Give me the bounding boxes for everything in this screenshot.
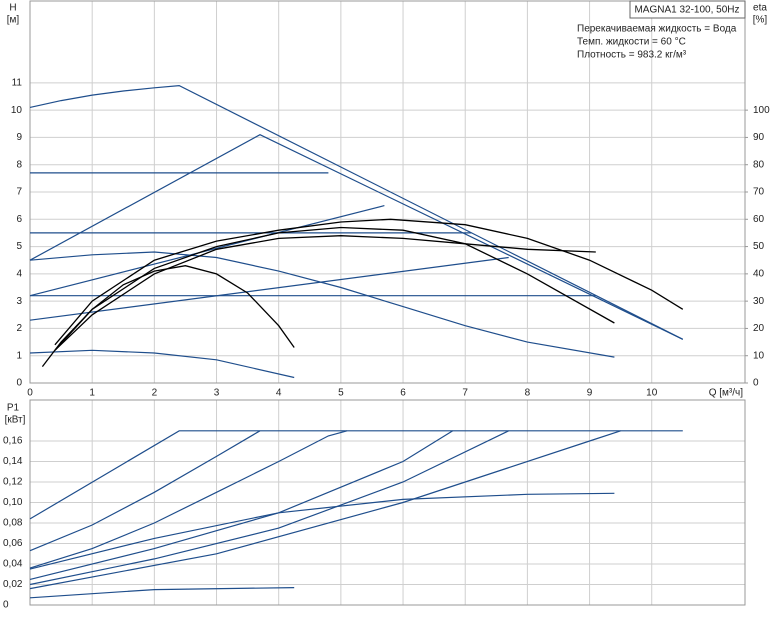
curve bbox=[29, 430, 348, 569]
y-tick-label: 9 bbox=[16, 132, 22, 143]
plot-frame bbox=[29, 399, 746, 606]
curve bbox=[29, 430, 509, 586]
y2-tick-label: 50 bbox=[753, 241, 765, 252]
x-tick-label: 6 bbox=[400, 388, 406, 399]
y-axis-unit: [кВт] bbox=[5, 415, 26, 426]
curve bbox=[29, 430, 261, 552]
y2-tick-label: 40 bbox=[753, 268, 765, 279]
efficiency-curve bbox=[54, 235, 596, 351]
y-tick-label: 10 bbox=[11, 105, 23, 116]
curve bbox=[29, 134, 684, 340]
y-tick-label: 0,14 bbox=[3, 456, 23, 467]
y2-tick-label: 60 bbox=[753, 214, 765, 225]
y2-tick-label: 70 bbox=[753, 187, 765, 198]
x-tick-label: 3 bbox=[214, 388, 220, 399]
y2-tick-label: 80 bbox=[753, 159, 765, 170]
chart-title: MAGNA1 32-100, 50Hz bbox=[634, 5, 739, 16]
x-axis-label: Q [м³/ч] bbox=[709, 388, 744, 399]
y-tick-label: 0,16 bbox=[3, 436, 23, 447]
y-tick-label: 5 bbox=[16, 241, 22, 252]
y-axis-label: H bbox=[9, 3, 16, 14]
curve bbox=[29, 256, 509, 321]
x-tick-label: 5 bbox=[338, 388, 344, 399]
y-tick-label: 3 bbox=[16, 296, 22, 307]
curve bbox=[29, 430, 683, 520]
y2-tick-label: 100 bbox=[753, 105, 770, 116]
y2-tick-label: 90 bbox=[753, 132, 765, 143]
curve bbox=[29, 349, 295, 379]
curve bbox=[29, 430, 454, 580]
y-tick-label: 7 bbox=[16, 187, 22, 198]
x-tick-label: 0 bbox=[27, 388, 33, 399]
x-tick-label: 7 bbox=[462, 388, 468, 399]
y-tick-label: 1 bbox=[16, 350, 22, 361]
y-tick-label: 0 bbox=[3, 600, 9, 611]
x-tick-label: 4 bbox=[276, 388, 282, 399]
y-axis-unit: [м] bbox=[7, 15, 20, 26]
y-tick-label: 4 bbox=[16, 268, 22, 279]
x-tick-label: 2 bbox=[152, 388, 158, 399]
y-tick-label: 11 bbox=[12, 77, 23, 88]
y2-axis-unit: [%] bbox=[753, 15, 768, 26]
curve bbox=[29, 205, 385, 297]
efficiency-curve bbox=[54, 226, 615, 351]
curve bbox=[29, 430, 621, 590]
y-tick-label: 0 bbox=[16, 378, 22, 389]
y-tick-label: 0,10 bbox=[3, 497, 23, 508]
x-tick-label: 9 bbox=[587, 388, 593, 399]
y-tick-label: 6 bbox=[16, 214, 22, 225]
curve bbox=[29, 587, 295, 599]
title-box bbox=[629, 0, 746, 19]
curve bbox=[29, 492, 615, 570]
y2-tick-label: 0 bbox=[753, 378, 759, 389]
y2-tick-label: 30 bbox=[753, 296, 765, 307]
y2-tick-label: 10 bbox=[753, 350, 765, 361]
y-tick-label: 0,04 bbox=[3, 559, 23, 570]
y-tick-label: 0,02 bbox=[3, 579, 23, 590]
y-tick-label: 8 bbox=[16, 159, 22, 170]
x-tick-label: 10 bbox=[646, 388, 658, 399]
curve bbox=[29, 84, 684, 340]
y2-tick-label: 20 bbox=[753, 323, 765, 334]
y-tick-label: 0,12 bbox=[3, 477, 23, 488]
efficiency-curve bbox=[54, 218, 684, 346]
curve bbox=[29, 251, 615, 358]
annotation: Плотность = 983.2 кг/м³ bbox=[577, 50, 687, 61]
annotation: Перекачиваемая жидкость = Вода bbox=[577, 24, 737, 35]
y-tick-label: 0,06 bbox=[3, 538, 23, 549]
y2-axis-label: eta bbox=[753, 3, 767, 14]
y-tick-label: 0,08 bbox=[3, 518, 23, 529]
x-tick-label: 8 bbox=[525, 388, 531, 399]
y-tick-label: 2 bbox=[16, 323, 22, 334]
annotation: Темп. жидкости = 60 °C bbox=[577, 37, 686, 48]
x-tick-label: 1 bbox=[89, 388, 95, 399]
y-axis-label: P1 bbox=[7, 403, 20, 414]
